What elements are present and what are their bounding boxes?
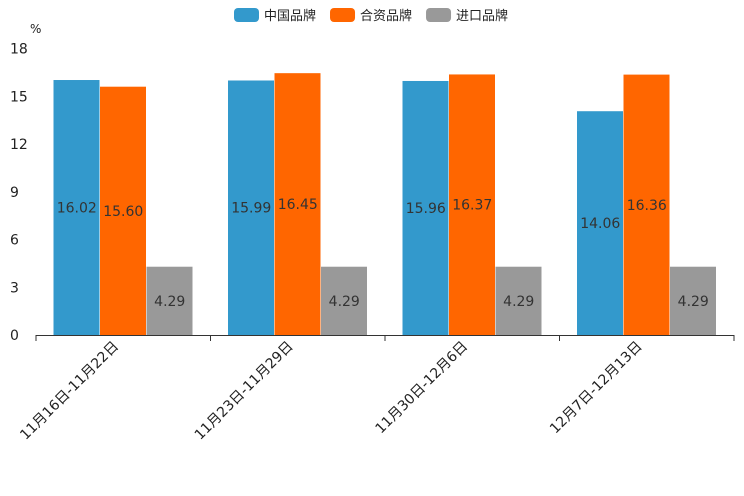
y-tick-label: 18 xyxy=(10,42,28,58)
x-category-label: 11月16日-11月22日 xyxy=(17,339,122,444)
bars: 16.02 15.60 4.29 15.99 16.45 4.29 15.96 16.37 4.… xyxy=(53,73,716,336)
data-label: 4.29 xyxy=(154,294,185,310)
legend-label: 合资品牌 xyxy=(360,8,412,24)
data-label: 16.36 xyxy=(627,198,667,214)
legend-swatch xyxy=(330,8,356,22)
bar-1-1 xyxy=(53,80,100,335)
legend-item[interactable]: 合资品牌 xyxy=(330,8,412,24)
y-tick-label: 9 xyxy=(10,185,19,201)
bar-1-3 xyxy=(402,80,449,335)
data-label: 15.96 xyxy=(406,201,446,217)
data-label: 4.29 xyxy=(503,294,534,310)
y-axis-unit-label: % xyxy=(30,22,41,36)
data-label: 16.45 xyxy=(278,197,318,213)
data-label: 4.29 xyxy=(678,294,709,310)
legend-item[interactable]: 进口品牌 xyxy=(426,8,508,24)
bar-2-2 xyxy=(274,73,321,335)
legend-label: 中国品牌 xyxy=(264,8,316,24)
data-label: 14.06 xyxy=(580,216,620,232)
bar-1-4 xyxy=(577,111,623,335)
data-label: 15.60 xyxy=(103,204,143,220)
data-label: 16.02 xyxy=(57,201,97,217)
legend-swatch xyxy=(234,8,259,22)
bar-2-4 xyxy=(623,74,670,335)
y-tick-label: 12 xyxy=(10,137,28,153)
y-tick-label: 0 xyxy=(10,328,19,344)
y-tick-label: 3 xyxy=(10,280,19,296)
legend-swatch xyxy=(426,8,452,22)
bar-2-3 xyxy=(449,74,495,336)
x-axis-category-labels: 11月16日-11月22日 11月23日-11月29日 11月30日-12月6日 12… xyxy=(17,339,645,444)
data-label: 16.37 xyxy=(452,198,492,214)
y-tick-label: 15 xyxy=(10,89,28,105)
data-label: 4.29 xyxy=(329,294,360,310)
y-axis-ticks: 0 3 6 9 12 15 18 xyxy=(10,42,28,345)
legend-item[interactable]: 中国品牌 xyxy=(234,8,316,24)
x-category-label: 11月23日-11月29日 xyxy=(192,339,297,444)
bar-1-2 xyxy=(228,80,274,336)
x-axis xyxy=(35,335,735,341)
x-category-label: 12月7日-12月13日 xyxy=(547,339,646,438)
bar-3-4 xyxy=(670,266,716,335)
legend: 中国品牌 合资品牌 进口品牌 xyxy=(234,8,508,24)
bar-3-2 xyxy=(321,266,367,335)
bar-3-3 xyxy=(495,266,542,335)
data-label: 15.99 xyxy=(231,201,271,217)
x-category-label: 11月30日-12月6日 xyxy=(373,339,472,438)
legend-label: 进口品牌 xyxy=(456,8,508,24)
y-tick-label: 6 xyxy=(10,233,19,249)
bar-2-1 xyxy=(100,86,146,335)
bar-3-1 xyxy=(146,266,193,335)
